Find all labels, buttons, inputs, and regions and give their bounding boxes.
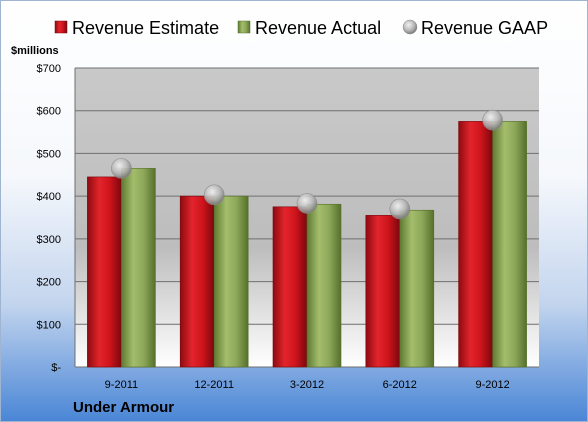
marker-revenue-gaap	[296, 193, 318, 214]
x-tick-label: 6-2012	[383, 379, 417, 391]
x-tick-label: 12-2011	[194, 379, 234, 391]
bar-revenue-estimate	[365, 215, 401, 368]
bar-revenue-estimate	[272, 206, 308, 368]
bar-revenue-estimate	[87, 176, 122, 368]
y-axis-ticks: $- $100 $200 $300 $400 $500 $600 $700	[37, 63, 62, 374]
bar-revenue-actual	[399, 209, 435, 368]
legend-swatch-revenue-estimate	[54, 20, 68, 34]
marker-revenue-gaap	[111, 158, 132, 179]
bar-revenue-estimate	[179, 195, 215, 368]
legend-marker-revenue-gaap	[402, 19, 418, 35]
marker-revenue-gaap	[389, 198, 411, 220]
x-tick-label: 9-2012	[475, 379, 509, 391]
company-label: Under Armour	[73, 399, 174, 416]
x-tick-label: 9-2011	[105, 379, 138, 391]
legend-label-revenue-gaap: Revenue GAAP	[421, 18, 548, 38]
gaap-markers	[111, 109, 503, 220]
legend-label-revenue-actual: Revenue Actual	[255, 18, 381, 38]
y-tick-label: $600	[37, 106, 61, 118]
y-tick-label: $700	[37, 63, 61, 75]
bar-revenue-actual	[306, 203, 342, 368]
bar-revenue-estimate	[458, 121, 493, 368]
bar-revenue-actual	[213, 195, 249, 368]
x-axis-ticks: 9-2011 12-2011 3-2012 6-2012 9-2012	[105, 379, 510, 391]
y-tick-label: $500	[37, 148, 61, 160]
y-tick-label: $100	[37, 319, 61, 331]
legend: Revenue Estimate Revenue Actual Revenue …	[54, 18, 548, 38]
marker-revenue-gaap	[203, 184, 225, 206]
y-axis-unit-label: $millions	[11, 45, 59, 57]
marker-revenue-gaap	[482, 109, 503, 131]
legend-label-revenue-estimate: Revenue Estimate	[72, 18, 219, 38]
legend-swatch-revenue-actual	[237, 20, 251, 34]
y-tick-label: $200	[37, 277, 61, 289]
x-tick-label: 3-2012	[290, 379, 324, 391]
bars	[87, 121, 527, 368]
y-tick-label: $400	[37, 191, 61, 203]
bar-revenue-actual	[121, 168, 156, 368]
y-tick-label: $300	[37, 234, 61, 246]
bar-revenue-actual	[492, 121, 527, 368]
y-tick-label: $-	[51, 362, 61, 374]
